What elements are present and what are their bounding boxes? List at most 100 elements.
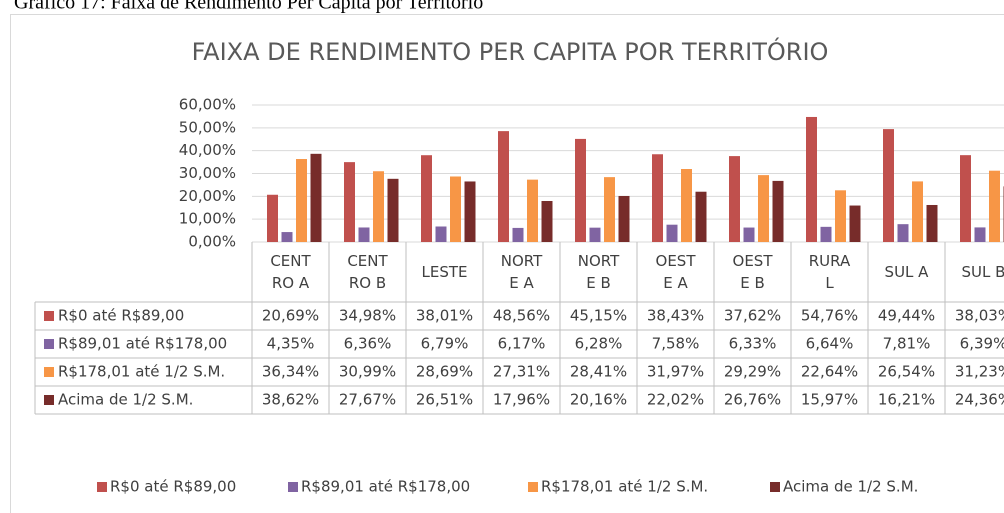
bar <box>897 224 909 242</box>
bar <box>373 171 384 242</box>
bar <box>912 181 923 242</box>
data-label: 28,69% <box>416 363 473 381</box>
data-label: 29,29% <box>724 363 781 381</box>
y-tick-label: 10,00% <box>179 210 236 228</box>
bar <box>974 227 986 242</box>
bar <box>281 232 293 242</box>
legend-swatch <box>44 395 54 405</box>
data-label: 22,64% <box>801 363 858 381</box>
series-name: R$89,01 até R$178,00 <box>58 335 227 353</box>
y-tick-label: 30,00% <box>179 164 236 182</box>
bar <box>450 176 461 242</box>
data-label: 36,34% <box>262 363 319 381</box>
data-label: 7,58% <box>652 335 700 353</box>
data-label: 20,16% <box>570 391 627 409</box>
caption: Gráfico 17: Faixa de Rendimento Per Capi… <box>14 0 483 14</box>
data-label: 7,81% <box>883 335 931 353</box>
x-tick-label: SUL A <box>885 263 930 281</box>
x-tick-label: OEST E A <box>656 252 697 292</box>
legend-swatch <box>44 367 54 377</box>
bar <box>618 195 630 242</box>
data-label: 45,15% <box>570 307 627 325</box>
legend-swatch <box>528 482 538 492</box>
data-label: 31,23% <box>955 363 1004 381</box>
bar <box>464 181 476 242</box>
data-label: 49,44% <box>878 307 935 325</box>
bar <box>541 200 553 242</box>
data-label: 38,01% <box>416 307 473 325</box>
y-tick-label: 60,00% <box>179 96 236 114</box>
bar <box>960 155 971 242</box>
data-label: 6,64% <box>806 335 854 353</box>
data-label: 30,99% <box>339 363 396 381</box>
y-tick-label: 40,00% <box>179 141 236 159</box>
chart-frame <box>10 14 1004 513</box>
bar <box>926 204 938 242</box>
x-tick-label: SUL B <box>962 263 1004 281</box>
data-label: 26,51% <box>416 391 473 409</box>
x-tick-label: NORT E B <box>578 252 620 292</box>
bar <box>498 131 509 242</box>
bar <box>835 190 846 242</box>
data-label: 6,33% <box>729 335 777 353</box>
data-label: 37,62% <box>724 307 781 325</box>
bar <box>421 155 432 242</box>
data-label: 34,98% <box>339 307 396 325</box>
bar <box>387 178 399 242</box>
legend-swatch <box>44 339 54 349</box>
bar <box>758 175 769 242</box>
bar <box>989 170 1000 242</box>
legend-swatch <box>44 311 54 321</box>
legend-swatch <box>288 482 298 492</box>
y-tick-label: 50,00% <box>179 118 236 136</box>
data-label: 27,67% <box>339 391 396 409</box>
bar <box>527 179 538 242</box>
bar <box>358 227 370 242</box>
data-label: 20,69% <box>262 307 319 325</box>
data-label: 38,62% <box>262 391 319 409</box>
bar <box>681 169 692 242</box>
x-tick-label: NORT E A <box>501 252 543 292</box>
legend-label: Acima de 1/2 S.M. <box>783 478 918 496</box>
data-label: 28,41% <box>570 363 627 381</box>
data-label: 6,79% <box>421 335 469 353</box>
bar <box>729 156 740 242</box>
x-tick-label: RURA L <box>809 252 851 292</box>
data-label: 31,97% <box>647 363 704 381</box>
data-label: 48,56% <box>493 307 550 325</box>
legend-label: R$178,01 até 1/2 S.M. <box>541 478 708 496</box>
data-label: 6,39% <box>960 335 1004 353</box>
bar <box>604 177 615 242</box>
bar <box>512 227 524 242</box>
x-tick-label: OEST E B <box>733 252 774 292</box>
bar <box>743 227 755 242</box>
y-tick-label: 0,00% <box>188 233 236 251</box>
bar <box>575 138 586 242</box>
bar <box>344 162 355 242</box>
bar <box>820 226 832 242</box>
series-name: Acima de 1/2 S.M. <box>58 391 193 409</box>
legend-swatch <box>97 482 107 492</box>
bar <box>310 153 322 242</box>
x-tick-label: LESTE <box>422 263 468 281</box>
data-label: 6,36% <box>344 335 392 353</box>
y-tick-label: 20,00% <box>179 187 236 205</box>
data-label: 26,54% <box>878 363 935 381</box>
bar <box>772 180 784 242</box>
bar <box>589 227 601 242</box>
data-label: 6,17% <box>498 335 546 353</box>
data-label: 15,97% <box>801 391 858 409</box>
chart-title: FAIXA DE RENDIMENTO PER CAPITA POR TERRI… <box>192 36 829 66</box>
bar <box>849 205 861 242</box>
data-label: 22,02% <box>647 391 704 409</box>
bar <box>267 194 278 242</box>
x-tick-label: CENT RO B <box>347 252 388 292</box>
series-name: R$178,01 até 1/2 S.M. <box>58 363 225 381</box>
data-label: 26,76% <box>724 391 781 409</box>
bar <box>666 224 678 242</box>
series-name: R$0 até R$89,00 <box>58 307 184 325</box>
bar <box>695 191 707 242</box>
data-label: 54,76% <box>801 307 858 325</box>
data-label: 6,28% <box>575 335 623 353</box>
